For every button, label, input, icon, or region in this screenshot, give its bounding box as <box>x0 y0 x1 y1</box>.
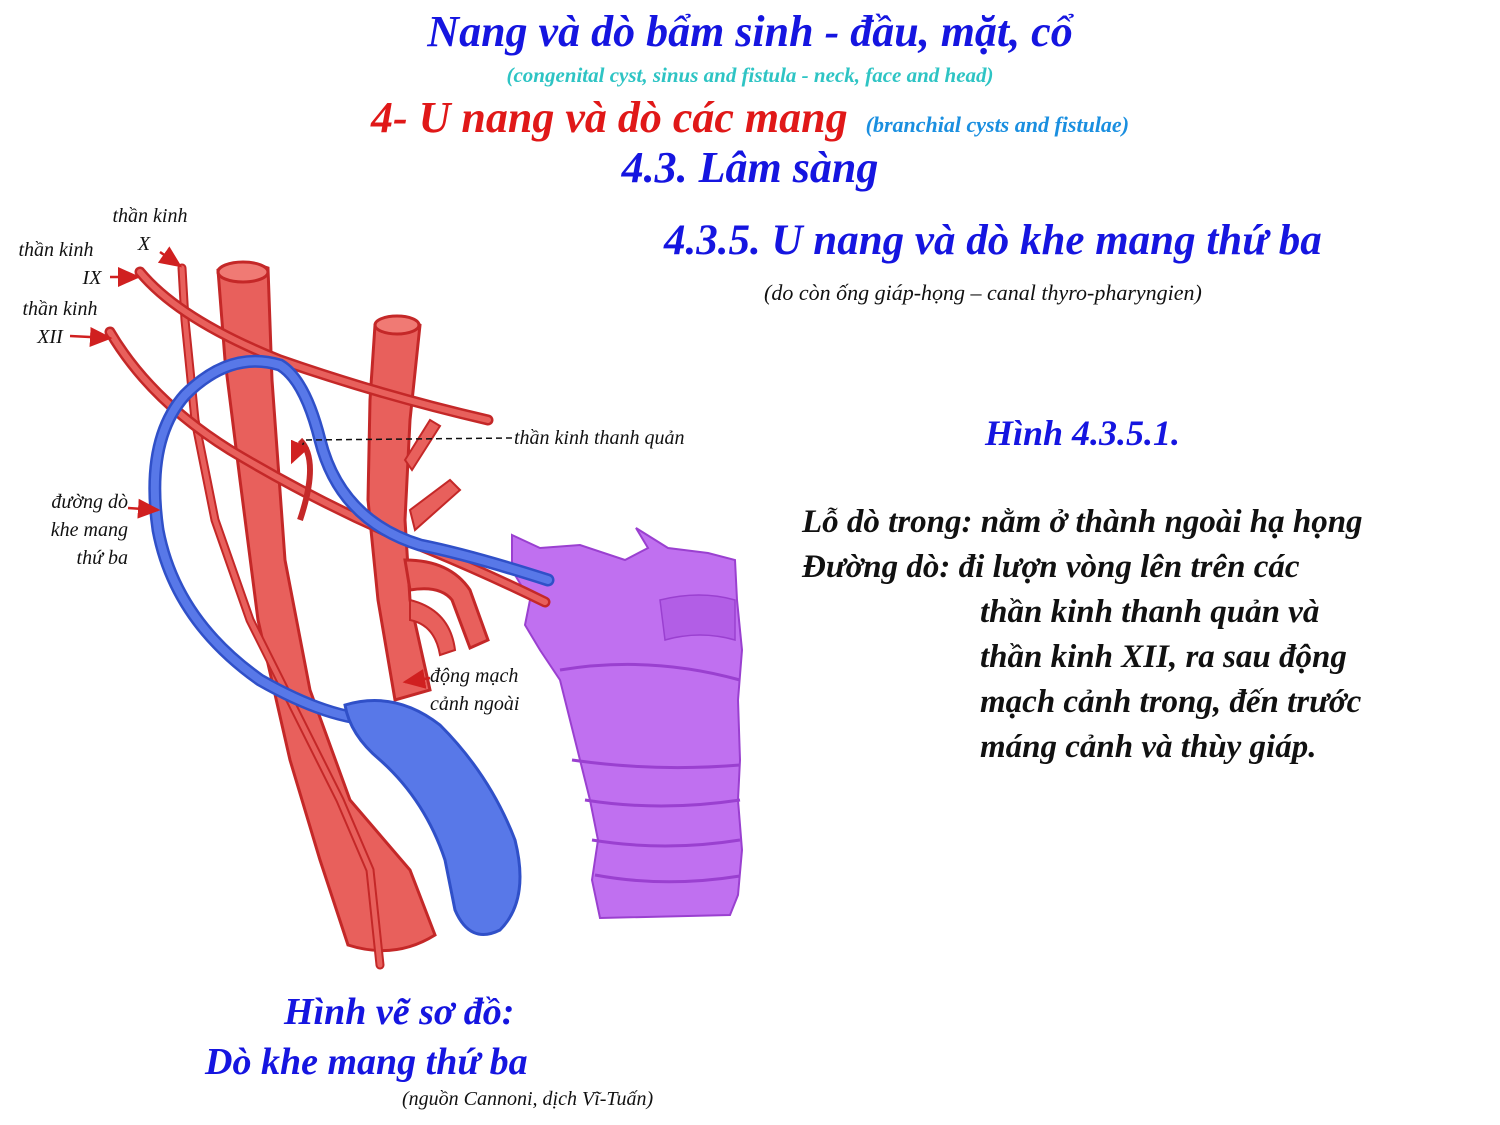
nerve-x <box>177 263 385 970</box>
description-line: thần kinh XII, ra sau động <box>980 639 1347 675</box>
label-line: X <box>137 233 151 255</box>
figure-description: Lỗ dò trong: nằm ở thành ngoài hạ họng Đ… <box>802 500 1363 770</box>
subsubsection-title: 4.3.5. U nang và dò khe mang thứ ba <box>664 217 1322 264</box>
label-line: động mạch <box>430 665 519 687</box>
label-line: khe mang <box>50 519 128 541</box>
label-laryngeal-nerve: thần kinh thanh quản <box>514 427 685 449</box>
page-title-english: (congenital cyst, sinus and fistula - ne… <box>506 63 994 87</box>
section-title: 4- U nang và dò các mang <box>370 93 848 142</box>
label-nerve-ix: thần kinh IX <box>4 236 108 292</box>
figure-number: Hình 4.3.5.1. <box>985 413 1181 453</box>
label-line: cảnh ngoài <box>430 693 520 715</box>
description-line: mạch cảnh trong, đến trước <box>980 684 1362 720</box>
label-line: thần kinh <box>112 205 188 227</box>
description-line: thần kinh thanh quản và <box>980 594 1320 630</box>
label-line: XII <box>37 326 63 348</box>
label-nerve-xii: thần kinh XII <box>8 295 112 351</box>
description-line: Lỗ dò trong: nằm ở thành ngoài hạ họng <box>802 504 1363 540</box>
label-line: thần kinh <box>22 298 98 320</box>
label-line: IX <box>82 267 102 289</box>
description-line: máng cảnh và thùy giáp. <box>980 729 1317 765</box>
page-title: Nang và dò bẩm sinh - đầu, mặt, cổ <box>427 7 1073 56</box>
pointer-arrows <box>69 246 513 689</box>
caption-line-2: Dò khe mang thứ ba <box>205 1041 528 1083</box>
label-line: đường dò <box>51 491 128 513</box>
larynx-shape <box>511 527 744 920</box>
subsection-title: 4.3. Lâm sàng <box>621 143 879 192</box>
section-heading: 4- U nang và dò các mang (branchial cysts… <box>0 92 1500 143</box>
external-carotid-artery <box>366 314 490 702</box>
caption-credit: (nguồn Cannoni, dịch Vĩ-Tuấn) <box>402 1088 654 1110</box>
laryngeal-nerve <box>297 437 313 521</box>
label-nerve-x: thần kinh X <box>98 202 202 258</box>
label-line: thứ ba <box>76 547 128 569</box>
description-line: Đường dò: đi lượn vòng lên trên các <box>802 549 1300 585</box>
fistula-cyst <box>343 699 522 936</box>
section-title-english: (branchial cysts and fistulae) <box>865 112 1130 137</box>
caption-line-1: Hình vẽ sơ đồ: <box>284 991 515 1033</box>
label-external-carotid: động mạch cảnh ngoài <box>430 662 546 718</box>
subsubsection-note: (do còn ống giáp-họng – canal thyro-phar… <box>764 280 1202 305</box>
label-line: thần kinh <box>18 239 94 261</box>
fistula-tract <box>148 354 555 727</box>
label-fistula-tract: đường dò khe mang thứ ba <box>18 488 128 572</box>
nerve-xii <box>104 326 551 608</box>
anatomy-diagram <box>69 246 744 970</box>
common-carotid-artery <box>216 260 437 953</box>
